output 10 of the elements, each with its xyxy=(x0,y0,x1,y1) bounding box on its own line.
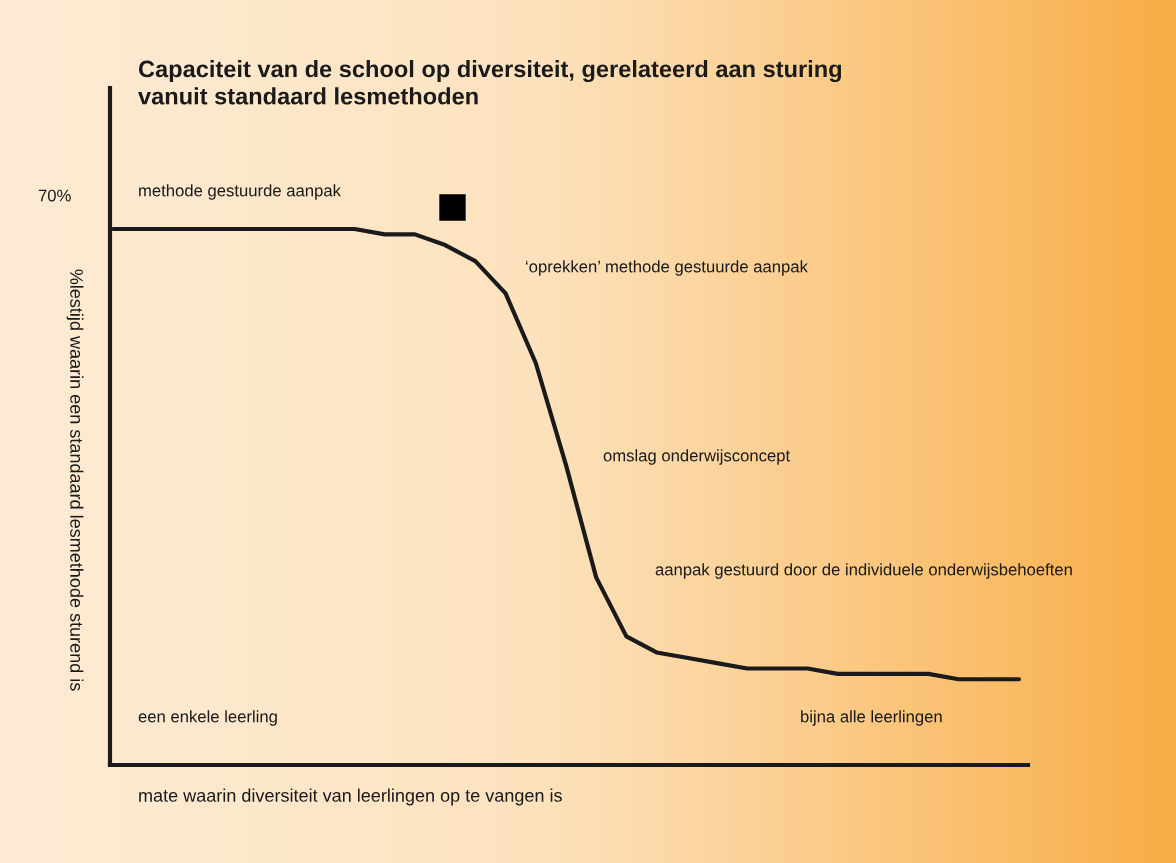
chart-title: Capaciteit van de school op diversiteit, gerelateerd aan sturing vanuit standaard lesmethoden xyxy=(138,60,842,105)
annotation: bijna alle leerlingen xyxy=(801,710,942,726)
y-axis-title: %lestijd waarin een standaard lesmethode sturend is xyxy=(66,269,84,691)
annotation: ‘oprekken’ methode gestuurde aanpak xyxy=(526,260,808,276)
annotation: omslag onderwijsconcept xyxy=(603,449,791,465)
annotation: aanpak gestuurd door de individuele onderwijsbehoeften xyxy=(655,563,1072,579)
annotation: een enkele leerling xyxy=(138,710,277,726)
text: methode gestuurde aanpak xyxy=(139,184,341,200)
text: 70% xyxy=(38,189,71,202)
x-axis-title: mate waarin diversiteit van leerlingen op te vangen is xyxy=(139,788,562,806)
